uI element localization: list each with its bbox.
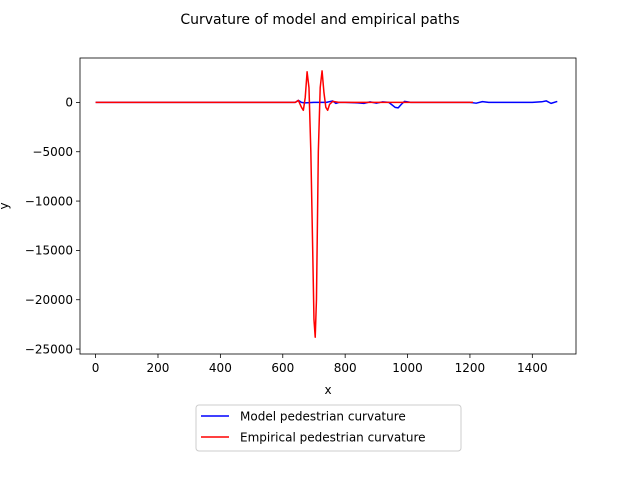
legend: Model pedestrian curvature Empirical ped… xyxy=(195,404,462,452)
x-tick-label: 400 xyxy=(209,361,232,375)
x-tick-label: 1400 xyxy=(517,361,548,375)
chart-title: Curvature of model and empirical paths xyxy=(180,12,459,28)
x-tick-label: 1200 xyxy=(455,361,486,375)
x-tick-label: 0 xyxy=(92,361,100,375)
x-tick-label: 200 xyxy=(147,361,170,375)
legend-label-empirical: Empirical pedestrian curvature xyxy=(240,431,426,445)
x-axis-label: x xyxy=(324,383,331,397)
y-axis-label: y xyxy=(0,202,11,209)
y-tick-label: −5000 xyxy=(32,145,73,159)
x-axis-ticks: 0 200 400 600 800 1000 1200 1400 xyxy=(92,354,548,375)
plot-frame xyxy=(79,57,577,355)
y-tick-label: 0 xyxy=(65,96,73,110)
y-tick-label: −15000 xyxy=(25,244,73,258)
series-group xyxy=(95,70,558,338)
y-axis-ticks: 0 −5000 −10000 −15000 −20000 −25000 xyxy=(25,96,80,356)
x-tick-label: 800 xyxy=(334,361,357,375)
y-tick-label: −10000 xyxy=(25,194,73,208)
y-tick-label: −25000 xyxy=(25,342,73,356)
x-tick-label: 1000 xyxy=(392,361,423,375)
legend-label-model: Model pedestrian curvature xyxy=(240,410,406,424)
series-line-1 xyxy=(95,70,474,338)
y-tick-label: −20000 xyxy=(25,293,73,307)
legend-box xyxy=(195,404,462,452)
x-tick-label: 600 xyxy=(271,361,294,375)
